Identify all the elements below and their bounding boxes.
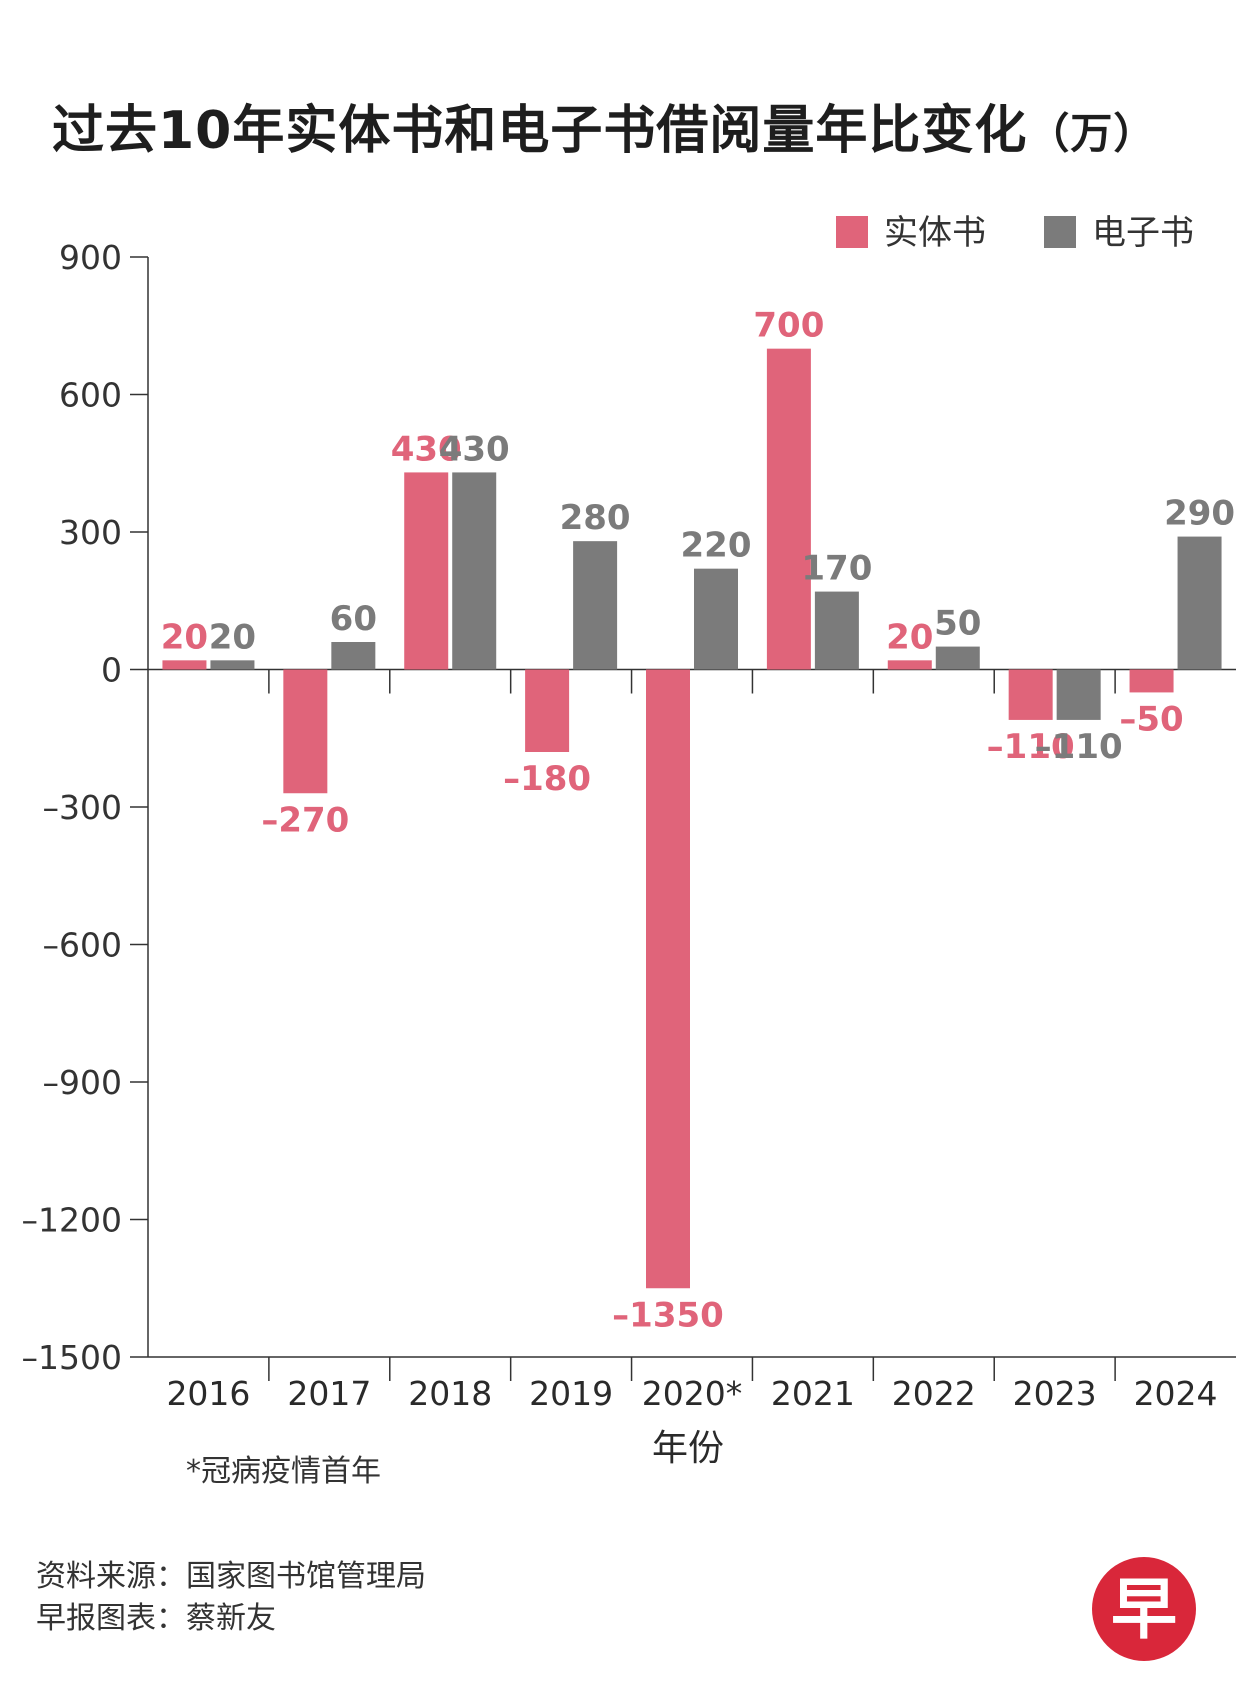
bar-ebook xyxy=(1056,669,1101,720)
y-axis: 900 600 300 0 –300 –600 –900 –1200 –1500 xyxy=(22,238,1236,1377)
x-axis-title: 年份 xyxy=(652,1428,724,1469)
x-axis: 2016 2017 2018 2019 2020* 2021 2022 2023 2024 xyxy=(148,669,1236,1413)
credits: 资料来源：国家图书馆管理局 早报图表：蔡新友 xyxy=(36,1556,426,1640)
bar-physical xyxy=(404,472,449,670)
y-tick-label: 900 xyxy=(59,238,122,277)
data-label-physical: –1350 xyxy=(612,1295,724,1335)
legend-swatch-physical xyxy=(836,216,868,248)
data-label-ebook: 60 xyxy=(330,599,377,639)
legend-label-ebook: 电子书 xyxy=(1092,213,1194,253)
bar-physical xyxy=(1008,669,1053,720)
zaobao-logo: 早 xyxy=(1092,1557,1196,1661)
footnote: *冠病疫情首年 xyxy=(186,1454,381,1489)
bar-physical xyxy=(162,660,207,670)
legend-swatch-ebook xyxy=(1044,216,1076,248)
x-tick-label: 2017 xyxy=(287,1374,371,1413)
bar-ebook xyxy=(814,591,859,670)
data-label-ebook: 170 xyxy=(801,549,872,589)
source-line: 资料来源：国家图书馆管理局 xyxy=(36,1559,426,1594)
data-label-ebook: 220 xyxy=(681,526,752,566)
bar-physical xyxy=(646,669,690,1289)
bars xyxy=(162,348,1222,1289)
x-tick-label: 2020* xyxy=(642,1374,742,1413)
data-label-ebook: –110 xyxy=(1035,727,1123,767)
data-label-physical: –180 xyxy=(503,759,591,799)
legend: 实体书 电子书 xyxy=(836,213,1194,253)
x-tick-label: 2018 xyxy=(408,1374,492,1413)
x-tick-label: 2023 xyxy=(1013,1374,1097,1413)
bar-ebook xyxy=(694,568,738,670)
data-label-physical: –50 xyxy=(1119,699,1183,739)
x-tick-label: 2024 xyxy=(1134,1374,1218,1413)
x-tick-label: 2021 xyxy=(771,1374,855,1413)
bar-physical xyxy=(525,669,570,752)
data-label-physical: 700 xyxy=(753,306,824,346)
x-tick-label: 2022 xyxy=(892,1374,976,1413)
data-label-ebook: 20 xyxy=(209,617,256,657)
credit-line: 早报图表：蔡新友 xyxy=(36,1601,276,1636)
y-tick-label: –1200 xyxy=(22,1201,122,1240)
bar-ebook xyxy=(573,541,618,670)
chart-title-text: 过去10年实体书和电子书借阅量年比变化 xyxy=(52,101,1028,161)
y-tick-label: –1500 xyxy=(22,1338,122,1377)
bar-physical xyxy=(766,348,811,670)
data-label-ebook: 280 xyxy=(560,498,631,538)
y-tick-label: 300 xyxy=(59,513,122,552)
data-label-ebook: 290 xyxy=(1164,494,1235,534)
y-tick-label: 0 xyxy=(101,651,122,690)
bar-physical xyxy=(1129,669,1174,693)
chart-title: 过去10年实体书和电子书借阅量年比变化（万） xyxy=(52,88,1156,163)
data-label-physical: 20 xyxy=(886,617,933,657)
legend-label-physical: 实体书 xyxy=(884,213,986,253)
y-tick-label: –600 xyxy=(43,926,123,965)
bar-chart: 实体书 电子书 900 600 300 0 –300 –600 –900 –1200 –1500… xyxy=(22,213,1236,1469)
bar-physical xyxy=(283,669,328,794)
y-tick-label: –900 xyxy=(43,1063,123,1102)
bar-ebook xyxy=(210,660,255,670)
data-label-physical: –110 xyxy=(987,727,1075,767)
bar-physical xyxy=(887,660,932,670)
bar-ebook xyxy=(1177,536,1222,670)
bar-ebook xyxy=(935,646,980,670)
y-tick-label: 600 xyxy=(59,376,122,415)
bar-ebook xyxy=(331,642,376,670)
x-tick-label: 2019 xyxy=(529,1374,613,1413)
x-tick-label: 2016 xyxy=(166,1374,250,1413)
chart-title-unit: （万） xyxy=(1027,109,1157,158)
data-label-physical: 430 xyxy=(391,429,462,469)
data-label-ebook: 430 xyxy=(439,429,510,469)
bar-ebook xyxy=(452,472,497,670)
data-label-ebook: 50 xyxy=(934,604,981,644)
data-label-physical: –270 xyxy=(261,800,349,840)
data-label-physical: 20 xyxy=(161,617,208,657)
y-tick-label: –300 xyxy=(43,788,123,827)
